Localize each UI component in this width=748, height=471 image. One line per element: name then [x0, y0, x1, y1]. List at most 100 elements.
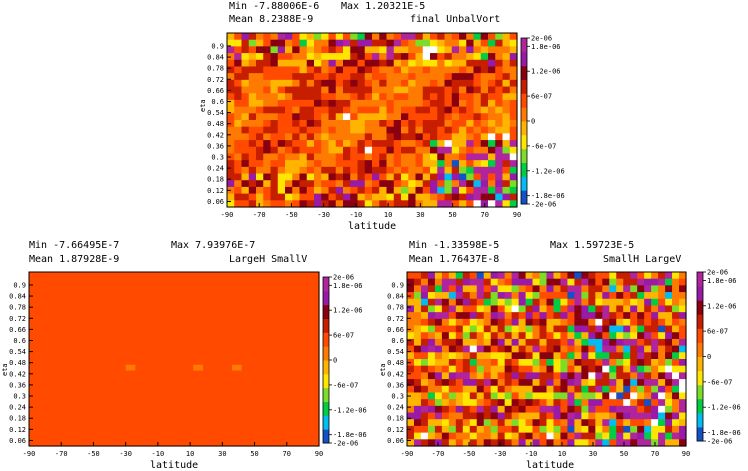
- heatmap-cell: [490, 385, 499, 394]
- heatmap-cell: [408, 173, 417, 181]
- heatmap-cell: [427, 338, 436, 347]
- heatmap-cell: [415, 46, 424, 54]
- heatmap-cell: [444, 133, 453, 141]
- heatmap-cell: [77, 341, 88, 348]
- heatmap-cell: [285, 120, 293, 128]
- heatmap-cell: [183, 440, 194, 447]
- heatmap-cell: [263, 59, 272, 68]
- heatmap-cell: [401, 33, 409, 41]
- heatmap-cell: [422, 39, 431, 47]
- heatmap-cell: [451, 53, 460, 61]
- heatmap-cell: [567, 285, 575, 293]
- heatmap-cell: [343, 86, 351, 94]
- heatmap-cell: [232, 330, 243, 337]
- heatmap-cell: [309, 318, 320, 325]
- heatmap-cell: [451, 126, 460, 134]
- heatmap-cell: [420, 305, 429, 313]
- heatmap-cell: [462, 272, 471, 280]
- heatmap-cell: [462, 352, 471, 360]
- heatmap-cell: [401, 39, 409, 47]
- heatmap-cell: [379, 180, 388, 188]
- heatmap-cell: [595, 305, 603, 313]
- heatmap-cell: [241, 364, 252, 372]
- heatmap-cell: [77, 405, 88, 412]
- heatmap-cell: [292, 46, 301, 54]
- colorbar-tick-label: -2e-06: [333, 440, 358, 448]
- heatmap-cell: [495, 33, 504, 41]
- heatmap-cell: [488, 173, 496, 181]
- heatmap-cell: [203, 405, 214, 412]
- heatmap-cell: [285, 186, 293, 195]
- heatmap-cell: [67, 330, 78, 337]
- heatmap-cell: [292, 120, 301, 128]
- y-tick-label: 0.42: [387, 370, 404, 378]
- heatmap-cell: [672, 419, 680, 427]
- heatmap-cell: [285, 193, 293, 201]
- heatmap-cell: [672, 405, 680, 414]
- heatmap-cell: [234, 106, 243, 114]
- heatmap-cell: [251, 277, 262, 285]
- heatmap-cell: [248, 180, 257, 188]
- heatmap-cell: [335, 126, 344, 134]
- heatmap-cell: [588, 285, 596, 293]
- heatmap-cell: [588, 405, 596, 414]
- heatmap-cell: [658, 285, 666, 293]
- heatmap-cell: [280, 306, 291, 314]
- heatmap-cell: [511, 379, 520, 387]
- heatmap-cell: [38, 376, 49, 383]
- heatmap-cell: [407, 298, 415, 307]
- heatmap-cell: [623, 372, 631, 380]
- heatmap-cell: [261, 330, 272, 337]
- heatmap-cell: [299, 166, 308, 175]
- heatmap-cell: [462, 278, 471, 286]
- heatmap-cell: [427, 425, 436, 434]
- heatmap-cell: [306, 106, 315, 114]
- heatmap-cell: [422, 53, 431, 61]
- heatmap-cell: [480, 59, 489, 68]
- heatmap-cell: [164, 283, 175, 290]
- heatmap-cell: [483, 292, 492, 300]
- heatmap-cell: [183, 370, 194, 377]
- heatmap-cell: [672, 412, 680, 420]
- heatmap-cell: [343, 99, 351, 108]
- heatmap-cell: [379, 200, 388, 208]
- heatmap-cell: [222, 341, 233, 348]
- heatmap-cell: [67, 370, 78, 377]
- heatmap-cell: [248, 33, 257, 41]
- heatmap-cell: [448, 379, 457, 387]
- heatmap-cell: [48, 277, 59, 285]
- heatmap-cell: [448, 365, 457, 373]
- heatmap-cell: [261, 434, 272, 441]
- heatmap-cell: [350, 120, 359, 128]
- heatmap-cell: [490, 272, 499, 280]
- heatmap-cell: [248, 86, 257, 94]
- heatmap-cell: [106, 411, 117, 418]
- heatmap-cell: [58, 335, 69, 343]
- heatmap-cell: [466, 106, 475, 114]
- heatmap-cell: [241, 120, 250, 128]
- heatmap-cell: [490, 379, 499, 387]
- heatmap-cell: [444, 93, 453, 101]
- heatmap-cell: [299, 353, 310, 360]
- y-tick-label: 0.36: [9, 381, 26, 389]
- heatmap-cell: [183, 341, 194, 348]
- heatmap-cell: [560, 439, 569, 447]
- heatmap-cell: [306, 173, 315, 181]
- heatmap-cell: [193, 306, 204, 314]
- heatmap-cell: [455, 352, 464, 360]
- heatmap-cell: [630, 392, 638, 400]
- heatmap-cell: [539, 419, 548, 427]
- heatmap-cell: [430, 66, 438, 74]
- heatmap-cell: [539, 399, 548, 407]
- heatmap-cell: [567, 312, 575, 320]
- heatmap-cell: [658, 352, 666, 360]
- heatmap-cell: [509, 73, 518, 81]
- heatmap-cell: [290, 376, 301, 383]
- heatmap-cell: [321, 33, 330, 41]
- heatmap-cell: [651, 272, 659, 280]
- heatmap-cell: [212, 376, 223, 383]
- heatmap-cell: [241, 324, 252, 331]
- heatmap-cell: [546, 392, 555, 400]
- heatmap-cell: [609, 278, 617, 286]
- heatmap-cell: [203, 440, 214, 447]
